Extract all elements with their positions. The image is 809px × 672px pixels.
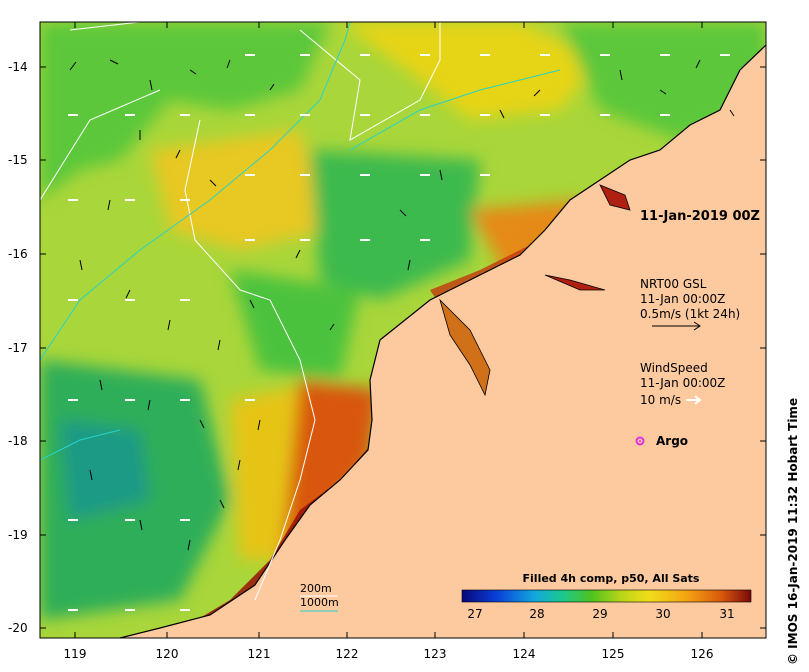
- lon-labels: 119 120 121 122 123 124 125 126: [64, 647, 714, 661]
- lon-tick: 124: [513, 647, 536, 661]
- lon-tick: 123: [424, 647, 447, 661]
- axis-ticks: [40, 22, 766, 638]
- coastline: [119, 44, 767, 639]
- current-time: 11-Jan 00:00Z: [640, 292, 725, 306]
- lat-tick: -14: [8, 60, 28, 74]
- lon-tick: 121: [248, 647, 271, 661]
- colorbar-tick: 30: [655, 607, 670, 621]
- lat-tick: -18: [8, 434, 28, 448]
- isobath-1000-label: 1000m: [300, 596, 339, 609]
- wind-vectors: [68, 54, 730, 611]
- lat-labels: -14 -15 -16 -17 -18 -19 -20: [8, 60, 28, 635]
- current-scale: 0.5m/s (1kt 24h): [640, 307, 740, 321]
- lon-tick: 120: [156, 647, 179, 661]
- argo-label: Argo: [656, 434, 688, 448]
- lat-tick: -16: [8, 247, 28, 261]
- lat-tick: -17: [8, 341, 28, 355]
- current-vectors: [69, 59, 735, 551]
- colorbar-tick: 27: [467, 607, 482, 621]
- colorbar-tick: 28: [529, 607, 544, 621]
- current-scale-arrow: [652, 321, 701, 331]
- colorbar-title: Filled 4h comp, p50, All Sats: [523, 572, 700, 585]
- lon-tick: 119: [64, 647, 87, 661]
- wind-scale-arrow: [686, 395, 702, 405]
- wind-scale: 10 m/s: [640, 393, 681, 407]
- lat-tick: -19: [8, 528, 28, 542]
- colorbar-tick: 31: [719, 607, 734, 621]
- isobath-200-label: 200m: [300, 582, 332, 595]
- map-frame: [39, 21, 767, 639]
- colorbar: [461, 589, 752, 603]
- credit-text: © IMOS 16-Jan-2019 11:32 Hobart Time: [786, 398, 800, 665]
- lon-tick: 122: [336, 647, 359, 661]
- current-label: NRT00 GSL: [640, 277, 707, 291]
- date-title: 11-Jan-2019 00Z: [640, 209, 760, 224]
- wind-time: 11-Jan 00:00Z: [640, 376, 725, 390]
- lat-tick: -20: [8, 621, 28, 635]
- isobath-1000m: [40, 22, 561, 461]
- argo-icon: [635, 436, 645, 446]
- lat-tick: -15: [8, 153, 28, 167]
- wind-label: WindSpeed: [640, 361, 708, 375]
- colorbar-tick: 29: [592, 607, 607, 621]
- isobath-200m: [40, 22, 441, 601]
- lon-tick: 126: [691, 647, 714, 661]
- lon-tick: 125: [602, 647, 625, 661]
